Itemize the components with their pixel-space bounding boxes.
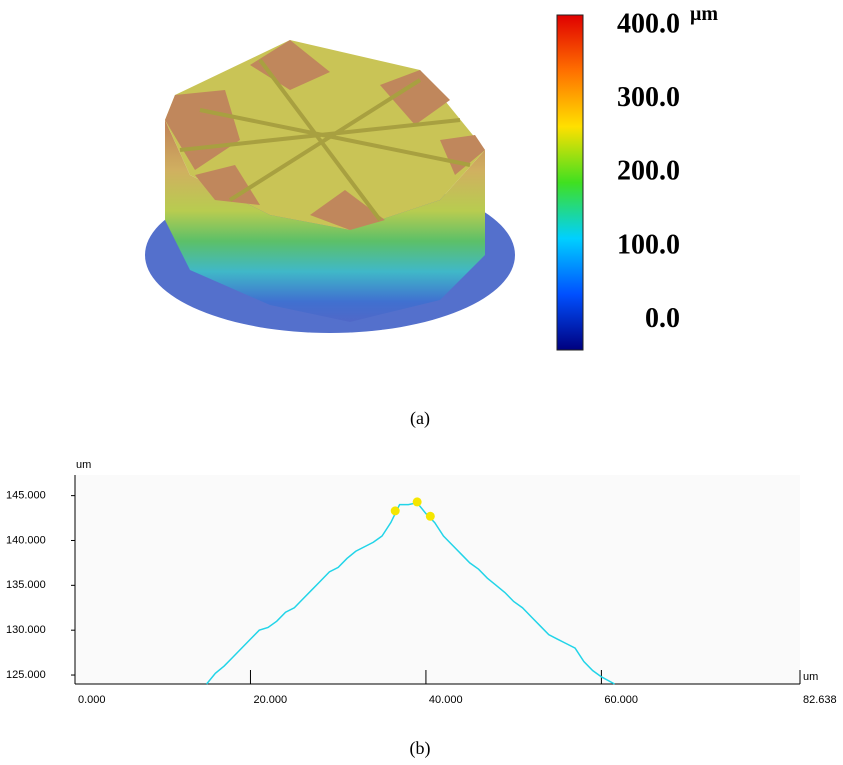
x-tick-label: 60.000 bbox=[604, 694, 638, 706]
y-tick-label: 130.000 bbox=[6, 624, 46, 636]
colorbar-tick-label: 100.0 bbox=[617, 229, 680, 260]
marker bbox=[425, 511, 435, 521]
caption: (a) bbox=[410, 408, 430, 429]
colorbar-tick-label: 400.0 bbox=[617, 8, 680, 39]
x-tick-label: 0.000 bbox=[78, 694, 106, 706]
y-tick-label: 140.000 bbox=[6, 534, 46, 546]
marker bbox=[412, 497, 422, 507]
y-tick-label: 125.000 bbox=[6, 669, 46, 681]
y-tick-label: 135.000 bbox=[6, 579, 46, 591]
pyramid bbox=[250, 40, 330, 90]
marker bbox=[390, 506, 400, 516]
plot-area bbox=[75, 475, 800, 684]
profile-line bbox=[206, 501, 615, 685]
caption: (b) bbox=[410, 738, 431, 759]
x-tick-label: 20.000 bbox=[253, 694, 287, 706]
y-tick-label: 145.000 bbox=[6, 490, 46, 502]
colorbar-tick-label: 200.0 bbox=[617, 156, 680, 187]
pyramid bbox=[380, 70, 450, 125]
colorbar-unit: μm bbox=[690, 3, 718, 25]
x-unit: um bbox=[803, 671, 818, 683]
x-tick-label: 40.000 bbox=[429, 694, 463, 706]
x-tick-label: 82.638 bbox=[803, 694, 837, 706]
colorbar-tick-label: 300.0 bbox=[617, 82, 680, 113]
side bbox=[165, 120, 485, 322]
pyramid bbox=[310, 190, 385, 230]
colorbar bbox=[556, 14, 584, 351]
y-unit: um bbox=[76, 459, 91, 471]
pyramid bbox=[440, 135, 485, 175]
colorbar-tick-label: 0.0 bbox=[645, 303, 680, 334]
pyramid bbox=[195, 165, 260, 205]
ridge bbox=[179, 58, 471, 222]
surface-render bbox=[145, 40, 515, 333]
